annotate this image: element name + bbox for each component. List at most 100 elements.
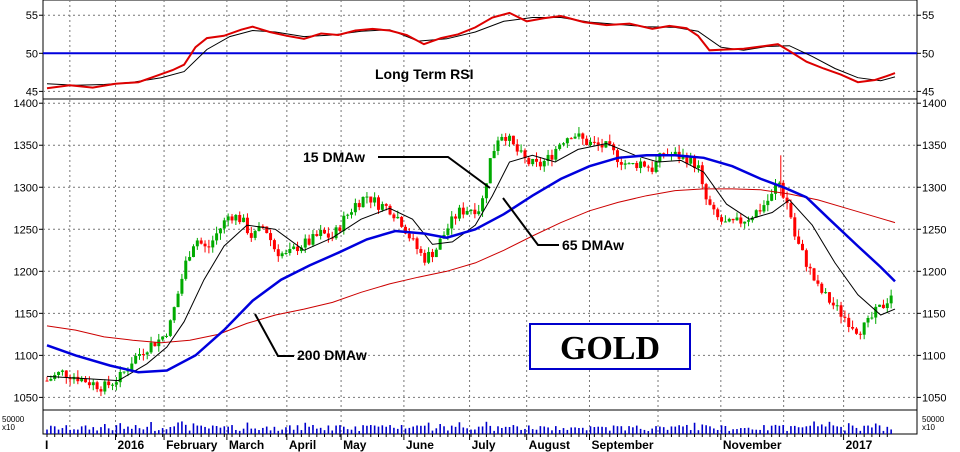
candle-up [770,193,774,201]
volume-bar [697,430,700,434]
volume-bar [632,427,634,434]
candle-down [326,233,330,238]
candle-up [465,210,469,215]
volume-bar [343,426,345,434]
volume-bar [655,426,657,434]
candle-up [577,133,581,137]
volume-bar [601,426,603,434]
volume-bar [150,422,152,434]
candle-down [693,156,697,168]
volume-bar [763,425,765,434]
price-tick-label-right: 1050 [922,392,946,404]
volume-bar [362,425,364,434]
volume-bar [481,426,484,434]
candle-down [739,217,743,224]
candle-down [793,217,797,237]
candle-down [585,138,589,146]
volume-bar [574,427,576,434]
ma200-label: 200 DMAw [297,347,367,363]
x-tick-label: September [591,438,653,452]
rsi-ma-line [46,17,896,86]
candle-down [646,166,650,168]
volume-bar [242,428,245,434]
volume-bar [423,425,426,434]
volume-bar [470,429,472,434]
volume-bar [543,426,546,434]
volume-bar [797,427,800,434]
volume-bar [131,428,133,434]
volume-bar [693,422,696,434]
candle-up [766,200,770,206]
candle-up [292,246,296,249]
volume-bar [208,428,210,434]
price-series [45,127,893,397]
candle-up [446,228,450,235]
rsi-tick-label-left: 55 [26,10,38,22]
volume-bar [747,427,750,434]
price-tick-label-left: 1250 [14,224,38,236]
volume-bar [277,430,280,434]
candle-up [60,370,64,372]
volume-bar [670,426,673,434]
candle-up [288,248,292,254]
candle-up [218,228,222,234]
volume-bar [489,425,492,434]
price-tick-label-right: 1400 [922,98,946,110]
volume-bar [874,423,877,434]
ma65-line [46,154,896,374]
volume-bar [647,430,650,434]
x-tick-label: June [406,438,434,452]
x-tick-label: 2016 [118,438,145,452]
x-tick-label: August [529,438,570,452]
volume-bar [169,426,172,434]
candle-down [758,210,762,212]
candle-up [176,293,180,308]
volume-bar [612,425,615,434]
candle-up [835,305,839,307]
candle-down [265,226,269,234]
volume-bar [223,426,226,434]
volume-bar [196,425,199,434]
volume-bar [258,430,260,434]
candle-down [511,135,515,145]
candle-up [500,136,504,141]
candle-up [604,141,608,148]
volume-bar [713,428,715,434]
volume-bar [134,425,137,434]
ma65-annotation: 65 DMAw [502,197,624,253]
candle-down [249,233,253,238]
candle-up [303,238,307,248]
volume-bar [254,428,256,434]
price-tick-label-left: 1100 [14,350,38,362]
candle-down [207,246,211,248]
rsi-tick-label-left: 50 [26,48,38,60]
candle-up [130,363,134,370]
candle-down [504,136,508,141]
volume-bar [319,427,322,434]
volume-bar [358,430,361,434]
candle-up [777,182,781,184]
volume-scale-label-left: 50000 [2,415,25,424]
volume-bar [127,426,129,434]
candle-down [789,203,793,218]
rsi-tick-label-left: 45 [26,86,38,98]
volume-bar [736,429,738,434]
volume-bar [350,429,353,434]
volume-bar [709,426,711,434]
volume-bar [92,427,95,434]
candle-up [57,371,61,375]
volume-bar [65,425,68,434]
candle-up [49,378,53,381]
volume-bar [339,425,341,434]
candle-down [357,203,361,208]
volume-bar [682,426,684,434]
volume-bar [219,427,222,434]
volume-bar [265,426,268,434]
candle-down [720,217,724,222]
candle-up [211,240,215,248]
candle-down [203,243,207,247]
x-tick-label: November [723,438,782,452]
candle-up [373,197,377,203]
candle-up [434,249,438,258]
candle-up [253,230,257,238]
